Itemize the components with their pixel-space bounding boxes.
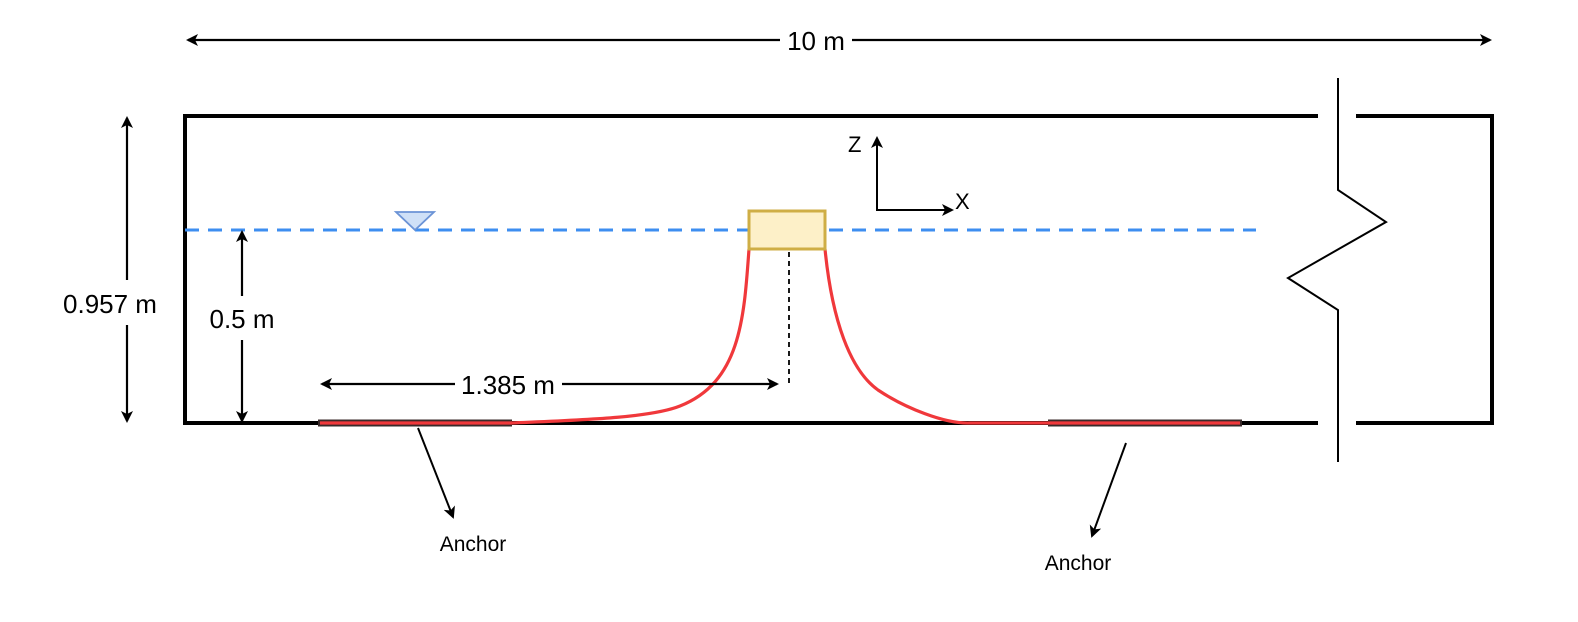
anchor-pointer-right (1089, 442, 1127, 538)
anchor-label-left: Anchor (440, 533, 507, 556)
water-depth-label-bg (203, 302, 281, 336)
water-depth-label: 0.5 m (209, 304, 274, 334)
mooring-line-left (320, 248, 751, 425)
coordinate-axes: Z X (848, 132, 970, 216)
mooring-line-right (823, 248, 1240, 425)
break-line-symbol (1286, 78, 1388, 462)
tank-length-dimension: 10 m (186, 26, 1492, 56)
anchor-label-right: Anchor (1045, 552, 1112, 575)
tank-walls (183, 114, 1494, 425)
tank-depth-label: 0.957 m (63, 289, 157, 319)
floating-body (747, 209, 827, 251)
anchor-annotation-left: Anchor (417, 427, 507, 556)
anchor-spacing-label: 1.385 m (461, 370, 555, 400)
anchor-spacing-dimension: 1.385 m (320, 370, 779, 400)
tank-depth-label-bg (55, 284, 165, 322)
x-axis-label: X (955, 189, 970, 214)
tank-depth-dimension: 0.957 m (55, 116, 165, 423)
anchor-annotation-right: Anchor (1045, 442, 1127, 575)
water-level-marker (393, 211, 437, 232)
tank-length-label: 10 m (787, 26, 845, 56)
z-axis-label: Z (848, 132, 861, 157)
anchor-pointer-left (417, 427, 455, 519)
water-depth-dimension: 0.5 m (203, 230, 281, 423)
